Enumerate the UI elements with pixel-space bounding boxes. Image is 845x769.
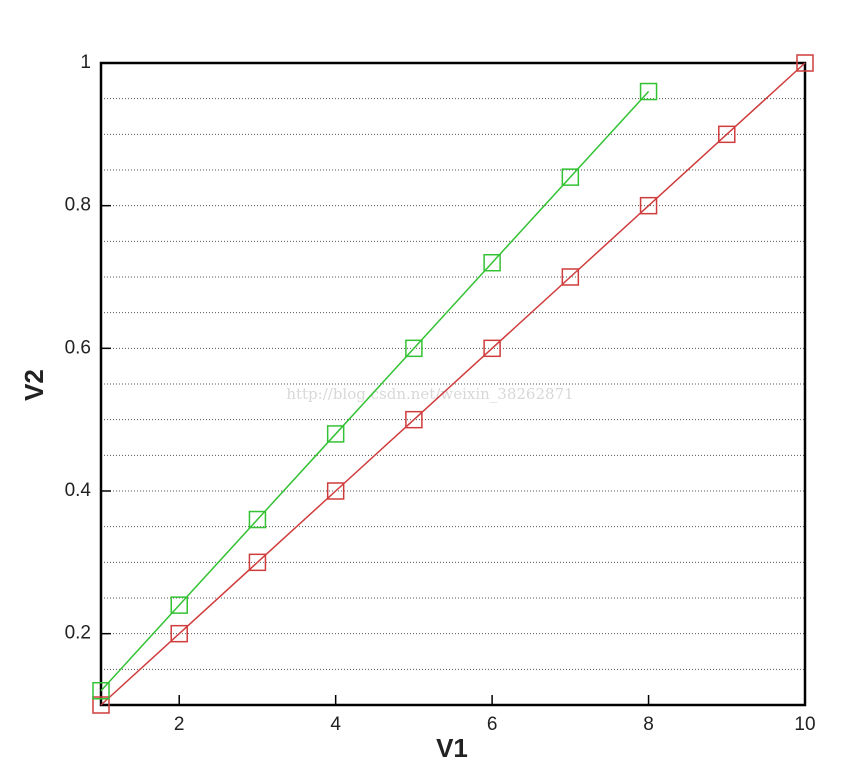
y-tick-label: 0.6 bbox=[65, 337, 91, 358]
marker bbox=[92, 696, 110, 714]
marker bbox=[405, 410, 423, 429]
x-tick-label: 10 bbox=[794, 714, 815, 735]
y-tick-label: 0.4 bbox=[65, 480, 92, 501]
series-line bbox=[100, 62, 806, 706]
plot-frame bbox=[99, 61, 807, 707]
x-tick-label: 8 bbox=[643, 714, 654, 735]
x-axis-title: V1 bbox=[436, 733, 468, 763]
watermark: http://blog.csdn.net/weixin_38262871 bbox=[286, 385, 573, 403]
marker bbox=[483, 339, 501, 358]
marker bbox=[639, 82, 658, 101]
x-tick-label: 6 bbox=[487, 714, 498, 735]
series-line bbox=[100, 91, 650, 692]
marker bbox=[248, 553, 267, 572]
marker bbox=[248, 510, 267, 529]
marker bbox=[92, 681, 110, 700]
x-tick-label: 4 bbox=[330, 714, 341, 735]
marker bbox=[326, 482, 345, 500]
marker bbox=[405, 339, 423, 358]
marker bbox=[561, 268, 580, 286]
marker bbox=[483, 253, 501, 272]
marker bbox=[639, 196, 658, 215]
marker bbox=[561, 168, 580, 186]
y-tick-label: 0.2 bbox=[65, 623, 91, 644]
marker bbox=[326, 425, 345, 443]
marker bbox=[170, 624, 188, 643]
marker bbox=[796, 54, 814, 72]
x-tick-label: 2 bbox=[174, 714, 185, 735]
marker bbox=[718, 125, 736, 144]
y-tick-label: 1 bbox=[80, 52, 91, 73]
marker bbox=[170, 596, 188, 614]
y-tick-label: 0.8 bbox=[65, 195, 91, 216]
y-axis-title: V2 bbox=[19, 369, 49, 401]
